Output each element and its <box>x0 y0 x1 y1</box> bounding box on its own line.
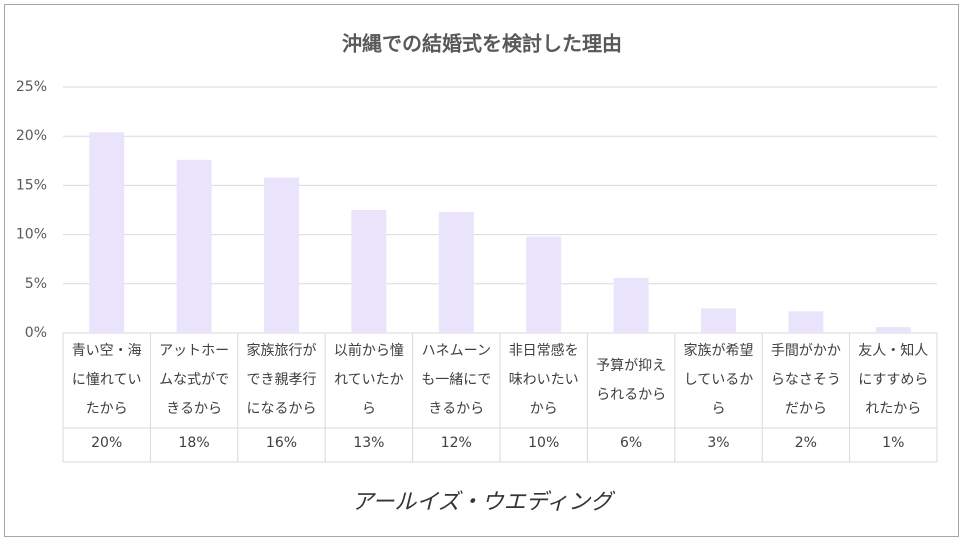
bar <box>613 277 649 333</box>
x-tick-label: アットホームな式ができるから <box>159 343 230 417</box>
bar <box>89 132 125 333</box>
bar <box>264 177 299 333</box>
bar <box>351 210 387 333</box>
y-tick-label: 20% <box>16 128 47 144</box>
x-tick-label: 以前から憧れていたから <box>333 343 404 417</box>
data-label: 12% <box>440 435 472 451</box>
x-tick-label: 家族が希望しているから <box>683 343 754 417</box>
x-tick-label: ハネムーンも一緒にできるから <box>421 343 492 417</box>
chart-title: 沖縄での結婚式を検討した理由 <box>342 32 622 56</box>
x-tick-label: 非日常感を味わいたいから <box>508 343 579 417</box>
x-tick-label: 家族旅行ができ親孝行になるから <box>246 343 317 417</box>
bar <box>526 236 562 333</box>
data-label: 6% <box>619 435 643 451</box>
x-tick-label: 友人・知人にすすめられたから <box>858 343 929 417</box>
data-label: 20% <box>91 435 123 451</box>
frame <box>4 4 959 537</box>
y-tick-label: 15% <box>16 177 47 193</box>
x-tick-label: 手間がかからなさそうだから <box>770 343 841 417</box>
y-tick-label: 0% <box>25 325 47 341</box>
data-label: 16% <box>265 435 298 451</box>
brand-logo: アールイズ・ウエディング <box>352 490 615 515</box>
y-tick-label: 10% <box>16 227 47 243</box>
y-tick-label: 5% <box>25 276 47 292</box>
bar <box>176 159 212 333</box>
bar <box>701 308 736 333</box>
y-tick-label: 25% <box>16 79 47 95</box>
data-label: 13% <box>353 435 385 451</box>
data-label: 2% <box>794 435 817 451</box>
bar <box>438 211 474 333</box>
x-tick-label: 青い空・海に憧れていたから <box>71 343 142 417</box>
data-label: 1% <box>882 435 905 451</box>
x-tick-label: 予算が抑えられるから <box>596 357 667 403</box>
data-label: 18% <box>178 435 210 451</box>
data-label: 10% <box>528 435 560 451</box>
bar <box>875 327 911 333</box>
data-label: 3% <box>707 435 730 451</box>
bar <box>788 311 824 333</box>
